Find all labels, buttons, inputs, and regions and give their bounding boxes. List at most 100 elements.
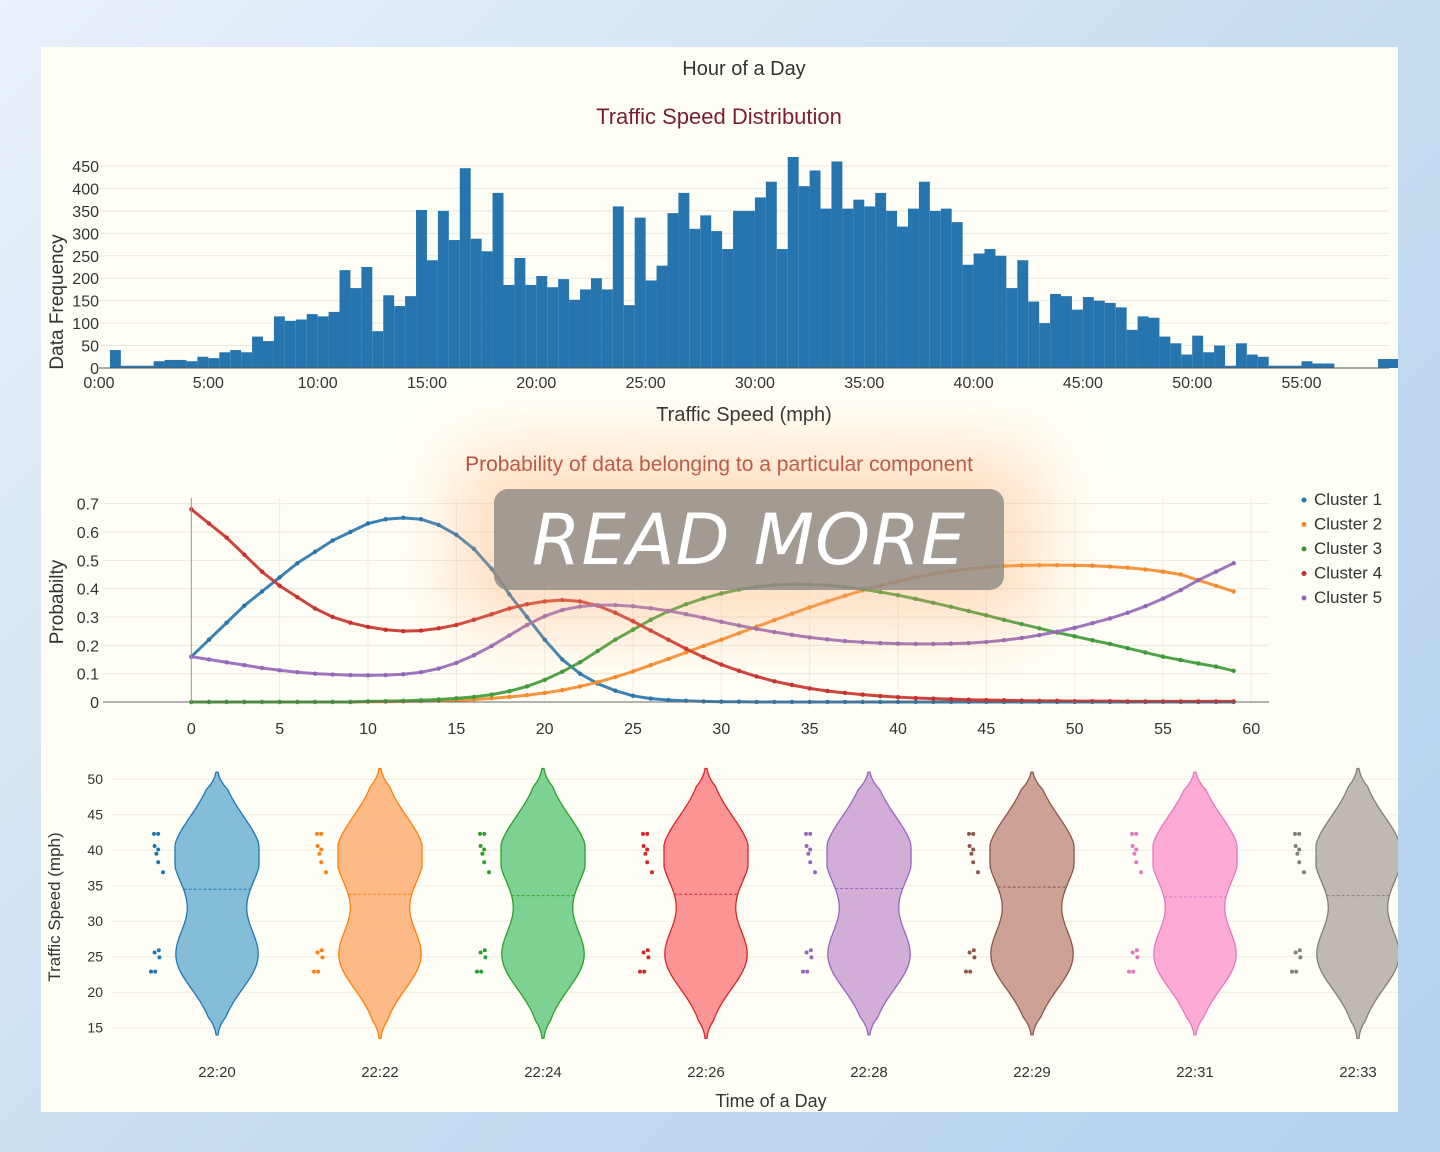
histogram-bar xyxy=(700,215,712,368)
violin-ylabel: Traffic Speed (mph) xyxy=(45,832,64,981)
series-point-cluster-4 xyxy=(259,569,265,574)
histogram-ytick-label: 450 xyxy=(72,159,99,176)
series-point-cluster-2 xyxy=(1178,572,1183,577)
series-point-cluster-5 xyxy=(436,666,441,671)
series-point-cluster-1 xyxy=(401,515,406,521)
histogram-bar xyxy=(1148,317,1160,368)
histogram-bar xyxy=(1115,307,1127,368)
violin-point xyxy=(156,948,161,953)
series-point-cluster-3 xyxy=(966,608,971,614)
series-point-cluster-1 xyxy=(242,603,247,608)
series-point-cluster-3 xyxy=(436,697,441,702)
histogram-bar xyxy=(164,359,176,368)
histogram-xtick-label: 20:00 xyxy=(516,375,556,392)
histogram-bar xyxy=(940,208,952,368)
violin-point xyxy=(319,860,324,865)
violin-ytick-label: 30 xyxy=(87,913,103,929)
series-point-cluster-2 xyxy=(1125,565,1130,570)
histogram-xtick-label: 55:00 xyxy=(1282,375,1322,392)
violin-category-label: 22:31 xyxy=(1176,1064,1214,1081)
series-point-cluster-5 xyxy=(348,672,353,678)
histogram-bar xyxy=(339,270,351,368)
series-point-cluster-5 xyxy=(895,641,901,646)
series-point-cluster-5 xyxy=(948,641,954,646)
series-point-cluster-1 xyxy=(330,538,335,543)
violin-point xyxy=(315,831,319,836)
series-point-cluster-3 xyxy=(524,684,530,689)
series-point-cluster-2 xyxy=(489,696,494,701)
series-point-cluster-1 xyxy=(489,566,494,572)
series-point-cluster-3 xyxy=(1178,657,1183,663)
series-point-cluster-2 xyxy=(560,687,565,693)
histogram-bar xyxy=(656,265,668,368)
series-point-cluster-4 xyxy=(489,611,494,617)
histogram-bar xyxy=(1192,335,1204,368)
series-point-cluster-5 xyxy=(754,626,759,632)
series-point-cluster-5 xyxy=(365,673,371,678)
histogram-xtick-label: 30:00 xyxy=(735,375,775,392)
histogram-bar xyxy=(1203,352,1215,368)
violin-point xyxy=(156,831,161,836)
series-point-cluster-5 xyxy=(648,606,653,611)
series-point-cluster-2 xyxy=(807,605,812,610)
series-point-cluster-4 xyxy=(666,637,671,642)
histogram-bar xyxy=(426,260,438,368)
series-point-cluster-5 xyxy=(242,662,247,668)
violin-point xyxy=(319,948,324,953)
series-point-cluster-5 xyxy=(312,671,318,676)
histogram-bar xyxy=(1257,356,1269,368)
histogram-bar xyxy=(208,358,220,368)
violin-point xyxy=(969,851,974,856)
series-point-cluster-5 xyxy=(401,672,406,677)
series-point-cluster-5 xyxy=(736,623,742,628)
histogram-xtick-label: 15:00 xyxy=(407,375,447,392)
histogram-bar xyxy=(437,210,449,368)
violin-point xyxy=(813,870,817,875)
violin-point xyxy=(801,969,805,974)
histogram-bar xyxy=(1279,365,1291,368)
histogram-xtick-label: 0:00 xyxy=(83,375,114,392)
violin-point xyxy=(645,860,650,865)
series-point-cluster-5 xyxy=(542,613,547,619)
violin-point xyxy=(645,831,650,836)
series-line-cluster-4 xyxy=(190,508,1234,703)
violin-point xyxy=(1130,831,1134,836)
series-point-cluster-1 xyxy=(648,696,653,701)
probability-ytick-label: 0.3 xyxy=(77,610,99,627)
violin-point xyxy=(641,843,646,848)
histogram-bar xyxy=(951,222,963,368)
histogram-bar xyxy=(1312,363,1324,368)
violin-category-label: 22:28 xyxy=(850,1064,888,1081)
histogram-xtick-label: 35:00 xyxy=(844,375,884,392)
series-point-cluster-3 xyxy=(577,660,583,665)
series-point-cluster-2 xyxy=(577,684,583,689)
series-point-cluster-1 xyxy=(259,589,265,594)
histogram-ytick-label: 350 xyxy=(72,204,99,221)
histogram-bar xyxy=(153,361,165,368)
violin-point xyxy=(808,847,813,852)
histogram-bar xyxy=(1378,359,1389,368)
violin-point xyxy=(1134,847,1139,852)
series-point-cluster-2 xyxy=(842,593,848,598)
histogram-bar xyxy=(864,206,876,368)
series-point-cluster-4 xyxy=(860,692,865,697)
series-point-cluster-2 xyxy=(1037,562,1042,568)
series-point-cluster-5 xyxy=(418,670,424,675)
violin-point xyxy=(1134,831,1139,836)
violin-point xyxy=(646,955,651,960)
series-point-cluster-1 xyxy=(701,699,706,704)
series-point-cluster-4 xyxy=(418,628,424,633)
series-point-cluster-1 xyxy=(471,546,477,552)
violin-point xyxy=(809,955,814,960)
violin-category-label: 22:22 xyxy=(361,1064,399,1081)
series-point-cluster-4 xyxy=(1143,699,1148,704)
series-point-cluster-4 xyxy=(1160,699,1166,704)
histogram-title: Traffic Speed Distribution xyxy=(596,104,842,129)
probability-ytick-label: 0.2 xyxy=(77,638,99,655)
read-more-button[interactable]: READ MORE xyxy=(494,489,1004,590)
violin-point xyxy=(643,851,648,856)
violin-22:24 xyxy=(500,767,586,1039)
violin-point xyxy=(475,969,479,974)
violin-point xyxy=(976,870,980,875)
histogram-bar xyxy=(1006,288,1018,368)
